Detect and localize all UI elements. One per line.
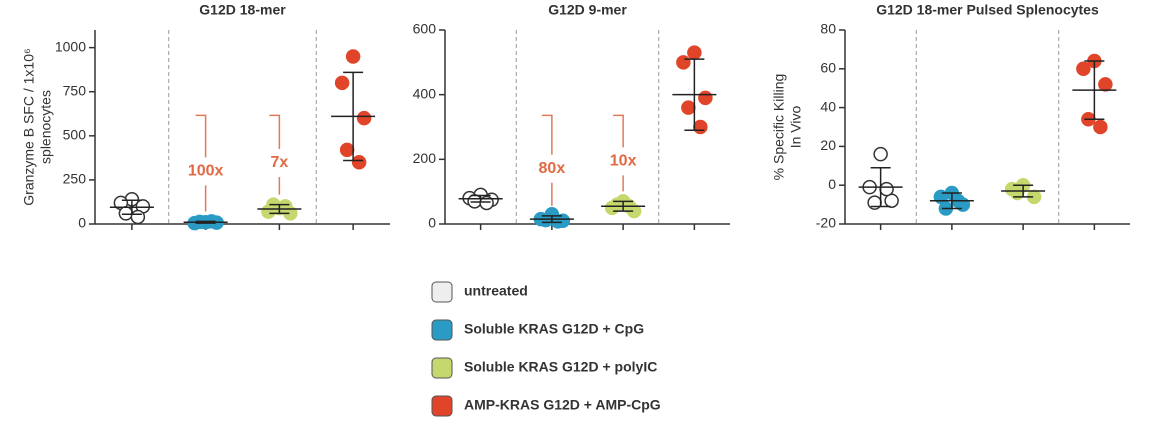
dot [873,146,888,162]
y-axis-label: % Specific Killing [771,74,787,181]
dot [1076,61,1091,77]
fold-change: 10x [610,153,637,170]
legend-swatch [431,395,453,417]
dot [356,110,372,126]
dot [130,209,146,225]
chart-title: G12D 18-mer [199,2,286,18]
y-tick-label: 250 [63,171,87,187]
y-tick-label: 80 [820,21,836,37]
dot [479,195,494,211]
bracket [269,114,281,195]
y-tick-label: 500 [63,127,87,143]
y-tick-label: 400 [413,85,437,101]
dot [681,100,696,115]
dot [609,197,625,212]
y-axis-label: splenocytes [38,90,54,164]
legend-label: untreated [464,283,528,299]
dot [334,75,350,91]
dot [879,181,894,197]
y-tick-label: 60 [820,60,836,76]
y-tick-label: -20 [816,215,836,231]
y-tick-label: 0 [428,215,436,231]
dot [1093,119,1108,135]
dot [698,90,713,106]
legend-swatch [431,357,453,379]
dot [676,55,691,70]
legend-swatch [431,319,453,341]
y-tick-label: 20 [820,137,836,153]
fold-change: 7x [270,154,288,171]
bracket [541,114,553,206]
legend-label: AMP-KRAS G12D + AMP-CpG [464,397,661,413]
dot [687,45,702,60]
legend-swatch [431,281,453,303]
y-tick-label: 200 [413,150,437,166]
y-axis-label: In Vivo [788,106,804,149]
y-tick-label: 750 [63,82,87,98]
y-tick-label: 40 [820,98,836,114]
dot [351,155,367,170]
dot [339,142,355,158]
bracket [195,114,207,212]
fold-change: 100x [188,163,224,180]
y-tick-label: 0 [828,176,836,192]
dot [550,214,566,229]
dot [278,199,293,214]
dot [1098,77,1113,92]
legend-label: Soluble KRAS G12D + CpG [464,321,644,337]
dot [118,206,134,221]
legend-label: Soluble KRAS G12D + polyIC [464,359,657,375]
dot [345,49,361,64]
bracket [613,114,624,192]
chart-title: G12D 18-mer Pulsed Splenocytes [876,2,1099,18]
fold-change: 80x [539,160,566,177]
y-tick-label: 1000 [55,38,86,54]
y-tick-label: 600 [413,21,437,37]
dot [693,119,708,135]
chart-title: G12D 9-mer [548,2,627,18]
y-tick-label: 0 [78,215,86,231]
y-axis-label: Granzyme B SFC / 1x10⁶ [21,48,37,205]
